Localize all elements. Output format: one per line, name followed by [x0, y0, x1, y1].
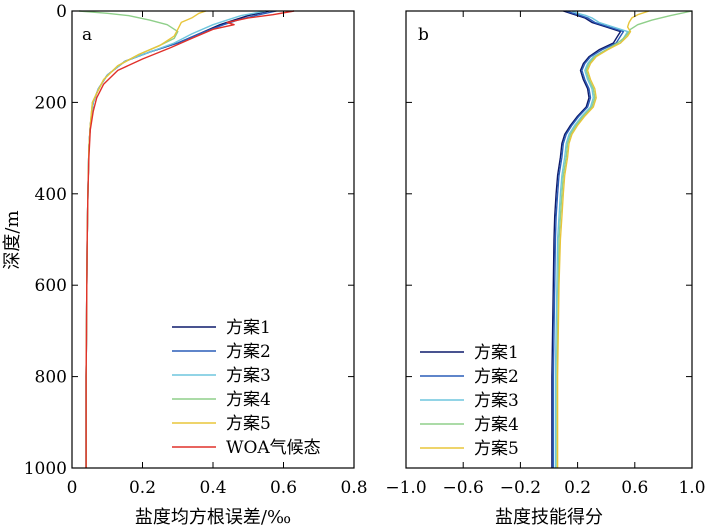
- legend-label: 方案4: [226, 390, 271, 410]
- y-tick-label: 1000: [24, 459, 67, 479]
- x-tick-label: 0.2: [129, 478, 156, 498]
- panel-a-xlabel: 盐度均方根误差/‰: [135, 507, 291, 528]
- y-tick-label: 800: [35, 368, 67, 388]
- legend-label: 方案2: [474, 367, 519, 387]
- legend-label: 方案1: [226, 318, 271, 338]
- panel-a-tag: a: [82, 25, 92, 45]
- x-tick-label: 0.2: [564, 478, 591, 498]
- panel-a: 0 0.2 0.4 0.6 0.8 0 200 400 600 800 1000 a 盐度均方根误差…: [24, 2, 368, 528]
- panel-a-series-group: [78, 10, 295, 468]
- x-tick-label: −0.2: [500, 478, 541, 498]
- y-tick-label: 200: [35, 93, 67, 113]
- y-tick-label: 0: [56, 2, 67, 22]
- panel-b-xlabel: 盐度技能得分: [495, 507, 603, 528]
- legend-label: 方案5: [226, 414, 271, 434]
- panel-b-series-line-5: [556, 10, 650, 468]
- panel-b-series-line-4: [556, 10, 693, 468]
- x-tick-label: 1.0: [678, 478, 705, 498]
- x-tick-label: 0.8: [340, 478, 367, 498]
- y-axis-label: 深度/m: [2, 210, 23, 269]
- x-tick-label: −0.6: [443, 478, 484, 498]
- panel-a-series-line-4: [78, 10, 179, 468]
- panel-b-series-line-2: [552, 10, 625, 468]
- panel-b-series-group: [551, 10, 693, 468]
- panel-a-legend: 方案1 方案2 方案3 方案4 方案5 WOA气候态: [172, 318, 321, 458]
- legend-label: WOA气候态: [226, 438, 321, 458]
- legend-label: 方案1: [474, 343, 519, 363]
- panel-b-series-line-1: [551, 10, 622, 468]
- panel-b-frame: [405, 10, 693, 469]
- legend-label: 方案2: [226, 342, 271, 362]
- panel-a-series-line-6: [85, 10, 295, 468]
- panel-b-series-line-3: [554, 10, 629, 468]
- x-tick-label: 0.4: [199, 478, 226, 498]
- x-tick-label: −1.0: [385, 478, 426, 498]
- panel-b: −1.0 −0.6 −0.2 0.2 0.6 1.0 b 盐度技能得分 方案1 方案2 方案3…: [385, 10, 705, 528]
- panel-b-legend: 方案1 方案2 方案3 方案4 方案5: [420, 343, 519, 459]
- panel-b-tag: b: [418, 25, 429, 45]
- legend-label: 方案3: [474, 391, 519, 411]
- x-tick-label: 0: [67, 478, 78, 498]
- legend-label: 方案5: [474, 439, 519, 459]
- y-tick-label: 400: [35, 185, 67, 205]
- panel-a-ticks: 0 0.2 0.4 0.6 0.8 0 200 400 600 800 1000: [24, 2, 368, 498]
- legend-label: 方案4: [474, 415, 519, 435]
- x-tick-label: 0.6: [270, 478, 297, 498]
- y-tick-label: 600: [35, 276, 67, 296]
- panel-b-ticks: −1.0 −0.6 −0.2 0.2 0.6 1.0: [385, 10, 705, 498]
- legend-label: 方案3: [226, 366, 271, 386]
- x-tick-label: 0.6: [621, 478, 648, 498]
